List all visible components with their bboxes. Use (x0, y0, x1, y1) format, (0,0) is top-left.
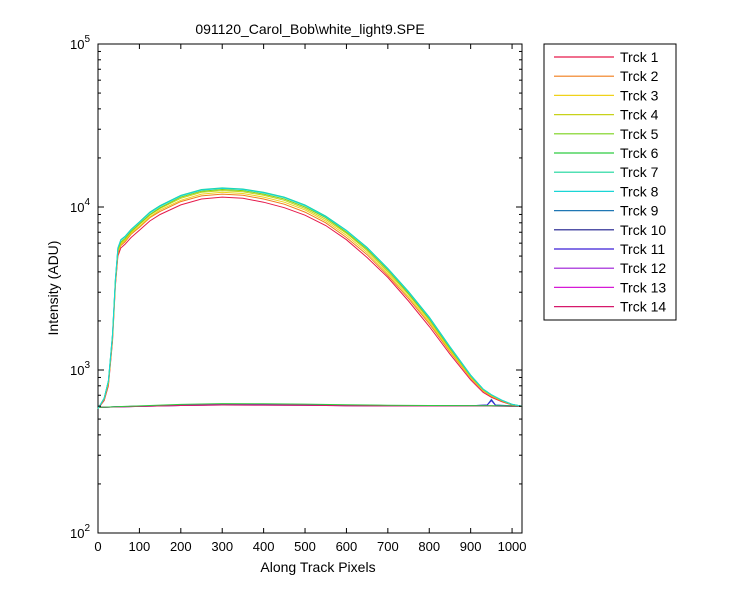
legend-label: Trck 12 (620, 260, 666, 276)
y-tick-label: 102 (70, 523, 90, 541)
x-tick-label: 1000 (498, 539, 527, 554)
y-tick-label: 104 (70, 197, 90, 215)
baseline-line-trck-6 (97, 403, 523, 408)
y-axis-label: Intensity (ADU) (45, 241, 61, 336)
signal-line-trck-8 (97, 187, 523, 409)
x-tick-label: 500 (294, 539, 316, 554)
x-axis-label: Along Track Pixels (260, 559, 375, 575)
y-tick-label: 103 (70, 360, 90, 378)
legend-label: Trck 5 (620, 126, 659, 142)
legend-box (543, 43, 677, 321)
x-tick-label: 200 (170, 539, 192, 554)
legend-label: Trck 4 (620, 107, 659, 123)
axis-ticks: 0 100 200 300 400 500 600 700 800 900 1000 102 103 10… (70, 34, 527, 554)
legend: Trck 1 Trck 2 Trck 3 Trck 4 Trck 5 Trck 6 Trck… (543, 43, 677, 321)
signal-line-trck-1 (97, 196, 523, 409)
x-tick-label: 700 (377, 539, 399, 554)
legend-label: Trck 2 (620, 68, 659, 84)
x-tick-label: 900 (460, 539, 482, 554)
legend-label: Trck 8 (620, 183, 659, 199)
legend-label: Trck 3 (620, 87, 659, 103)
y-tick-label: 105 (70, 34, 90, 52)
legend-label: Trck 13 (620, 279, 666, 295)
x-tick-label: 400 (253, 539, 275, 554)
x-tick-label: 800 (418, 539, 440, 554)
legend-items: Trck 1 Trck 2 Trck 3 Trck 4 Trck 5 Trck 6 Trck… (554, 49, 666, 315)
legend-label: Trck 11 (620, 241, 665, 257)
legend-label: Trck 6 (620, 145, 659, 161)
x-tick-label: 300 (211, 539, 233, 554)
x-tick-label: 600 (336, 539, 358, 554)
legend-label: Trck 9 (620, 203, 659, 219)
chart-title: 091120_Carol_Bob\white_light9.SPE (195, 21, 424, 37)
x-tick-label: 0 (94, 539, 101, 554)
series-layer (97, 187, 523, 409)
x-tick-label: 100 (129, 539, 151, 554)
legend-label: Trck 1 (620, 49, 659, 65)
legend-label: Trck 7 (620, 164, 659, 180)
legend-label: Trck 14 (620, 299, 666, 315)
plot-area (97, 43, 523, 534)
legend-label: Trck 10 (620, 222, 666, 238)
